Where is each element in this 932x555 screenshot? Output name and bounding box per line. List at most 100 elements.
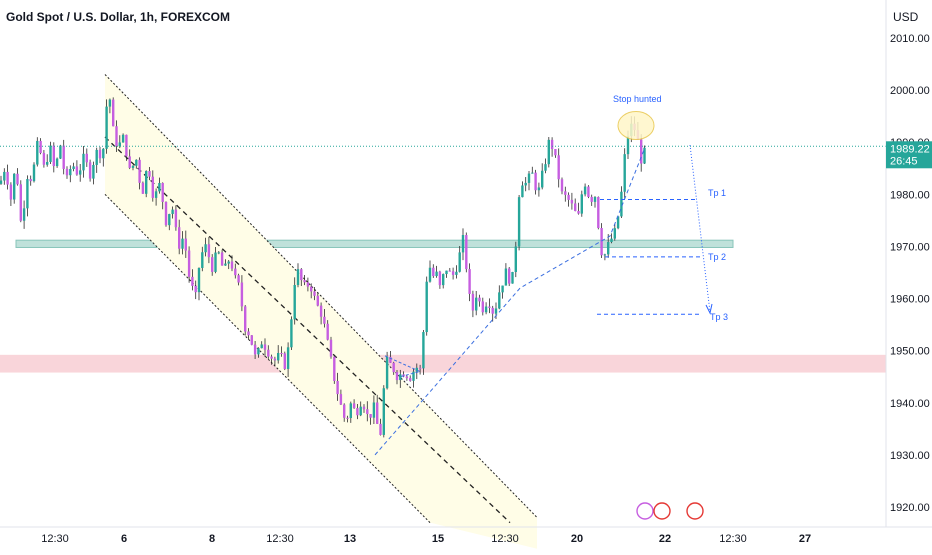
candle-body [366, 409, 369, 415]
candle-body [560, 179, 564, 192]
currency-label[interactable]: USD [893, 10, 919, 24]
candle-body [184, 238, 187, 251]
candle-body [131, 165, 135, 168]
us-flag-event-icon[interactable] [653, 502, 671, 520]
candle-body [22, 208, 26, 221]
channel-lower-line[interactable] [104, 193, 431, 523]
trend-line[interactable] [374, 147, 646, 456]
candle-body [488, 306, 491, 308]
candle-body [29, 179, 32, 182]
candle-body [471, 293, 475, 311]
candle-body [92, 164, 95, 179]
support-zone[interactable] [15, 239, 734, 248]
candle-body [128, 156, 131, 168]
candle-body [49, 145, 52, 162]
candle-body [65, 168, 69, 176]
candle-body [603, 254, 607, 256]
candle-body [102, 148, 105, 159]
y-tick-label: 2010.00 [890, 33, 930, 45]
annotation-tp-3[interactable]: Tp 3 [710, 312, 728, 322]
candle-body [72, 166, 75, 170]
candle-body [616, 216, 620, 229]
candle-body [204, 244, 207, 253]
candle-body [498, 292, 501, 309]
candle-body [32, 164, 36, 182]
candle-body [448, 270, 451, 272]
candle-body [220, 252, 224, 266]
candle-body [481, 301, 484, 313]
candle-body [626, 136, 630, 155]
candle-body [458, 252, 461, 272]
candle-body [438, 271, 442, 286]
candle-body [607, 242, 610, 255]
candle-body [244, 306, 247, 332]
candle-body [643, 147, 646, 164]
candle-body [600, 228, 603, 256]
channel-upper-line[interactable] [104, 74, 538, 518]
candle-body [141, 182, 145, 194]
candle-body [52, 145, 55, 167]
candle-body [227, 261, 230, 264]
candle-body [451, 271, 455, 275]
candle-body [491, 307, 494, 314]
candle-body [164, 201, 168, 226]
candle-body [171, 209, 174, 215]
y-tick-label: 1930.00 [890, 450, 930, 462]
candle-body [174, 209, 178, 228]
candle-body [537, 187, 541, 191]
x-tick-label: 6 [121, 533, 127, 545]
candle-body [640, 139, 643, 164]
y-tick-label: 1960.00 [890, 294, 930, 306]
annotation-tp-2[interactable]: Tp 2 [708, 252, 726, 262]
candle-body [346, 417, 349, 419]
candle-body [273, 358, 277, 361]
candle-body [418, 367, 422, 369]
candle-body [422, 332, 425, 369]
projection-arrow[interactable] [689, 144, 711, 313]
candle-body [286, 347, 290, 369]
candle-body [597, 197, 600, 229]
candle-body [85, 153, 88, 163]
candle-body [247, 331, 250, 336]
candle-body [316, 295, 319, 306]
candle-body [260, 344, 263, 349]
candle-body [310, 286, 313, 292]
candle-body [234, 268, 237, 276]
candle-body [623, 154, 626, 192]
candle-body [620, 191, 623, 217]
resistance-zone[interactable] [0, 354, 886, 373]
candle-body [112, 99, 115, 127]
annotation-stop-hunted[interactable]: Stop hunted [613, 94, 662, 104]
candle-body [593, 197, 597, 202]
candle-body [148, 171, 151, 177]
candle-body [405, 376, 409, 379]
us-flag-event-icon[interactable] [686, 502, 704, 520]
pattern-line[interactable] [384, 355, 422, 378]
candle-body [428, 267, 432, 282]
candle-body [105, 106, 108, 149]
channel-mid-line[interactable] [104, 136, 511, 524]
candle-body [590, 196, 593, 202]
last-price-tag[interactable] [886, 141, 932, 169]
candle-body [484, 306, 488, 313]
candle-body [9, 184, 13, 200]
x-tick-label: 12:30 [41, 533, 69, 545]
flash-event-icon[interactable] [636, 502, 654, 520]
candle-body [514, 246, 517, 272]
candle-body [349, 403, 352, 418]
candle-body [333, 356, 336, 381]
candle-body [557, 155, 560, 180]
candle-body [277, 353, 280, 361]
candle-body [501, 285, 504, 293]
candle-body [98, 149, 102, 159]
candle-body [442, 274, 445, 286]
candle-body [461, 235, 465, 253]
candle-body [478, 297, 481, 302]
candle-body [293, 285, 296, 320]
stop-hunt-marker[interactable] [617, 111, 655, 141]
annotation-tp-1[interactable]: Tp 1 [708, 188, 726, 198]
candle-body [270, 356, 273, 359]
candle-body [168, 214, 171, 226]
